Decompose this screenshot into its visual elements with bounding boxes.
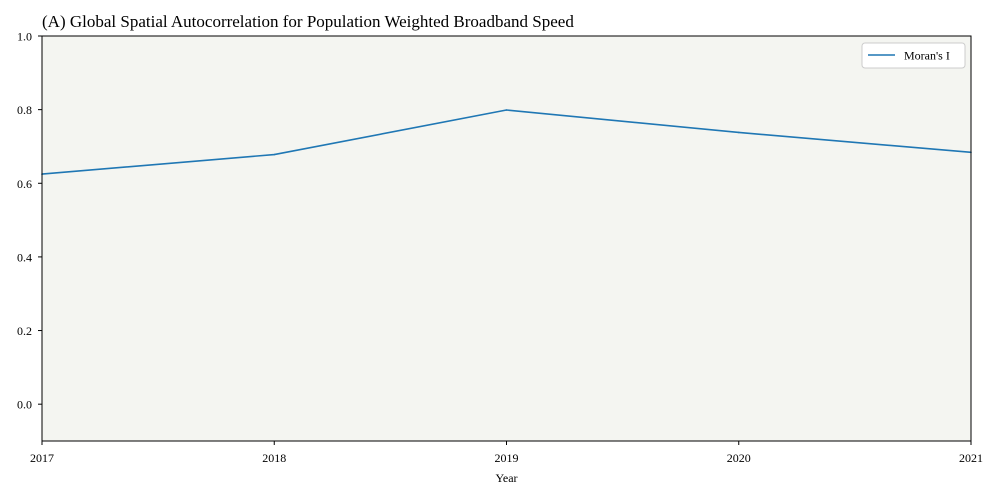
- y-tick-label: 1.0: [17, 30, 32, 44]
- x-axis-label: Year: [495, 471, 517, 485]
- y-tick-label: 0.8: [17, 103, 32, 117]
- axis-ticks: 2017 2018 2019 2020 2021 0.0 0.2 0.4 0.6 0.8 1.0: [17, 30, 983, 466]
- data-point: [273, 153, 276, 156]
- x-tick-label: 2020: [727, 451, 751, 465]
- legend-box: [861, 42, 966, 69]
- y-tick-label: 0.6: [17, 177, 32, 191]
- data-point: [505, 109, 508, 111]
- legend: Moran's I: [861, 42, 966, 69]
- chart-title: (A) Global Spatial Autocorrelation for P…: [42, 12, 574, 31]
- x-tick-label: 2017: [30, 451, 54, 465]
- y-tick-label: 0.0: [17, 398, 32, 412]
- x-tick-label: 2019: [495, 451, 519, 465]
- data-point: [737, 131, 740, 134]
- x-tick-label: 2018: [262, 451, 286, 465]
- y-tick-label: 0.2: [17, 324, 32, 338]
- legend-label-morans-i: Moran's I: [904, 49, 950, 63]
- x-tick-label: 2021: [959, 451, 983, 465]
- y-tick-label: 0.4: [17, 250, 32, 264]
- plot-area: [42, 36, 971, 441]
